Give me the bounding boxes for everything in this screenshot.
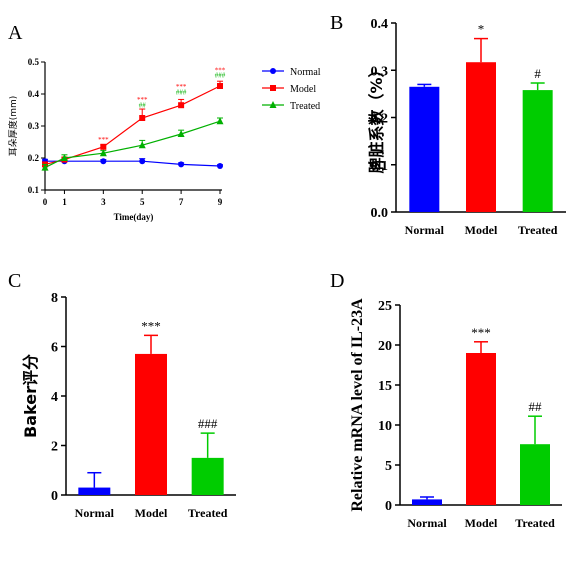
panel-b-bar-model (466, 62, 496, 212)
panel-d-y-tick-label: 15 (378, 379, 392, 394)
panel-c-x-tick-label: Model (135, 506, 168, 520)
panel-a-x-axis-label: Time(day) (114, 212, 154, 222)
panel-a-y-tick-label: 0.4 (28, 89, 40, 99)
panel-d-bar-treated (520, 444, 550, 505)
panel-b-y-tick-label: 0.2 (371, 112, 389, 127)
panel-a-point-treated (99, 149, 107, 157)
panel-a-point-model (100, 143, 107, 150)
panel-a-x-tick-label: 3 (101, 197, 106, 207)
panel-a-legend-marker-model (270, 85, 276, 91)
panel-a-legend-label-normal: Normal (290, 67, 321, 78)
panel-a-point-treated (60, 154, 68, 161)
panel-a-significance-label: ### (176, 89, 187, 97)
panel-d-bar-chart: 0 5 10 15 20 25 Relative mRNA level of IL-23A N… (349, 298, 562, 530)
panel-b-significance-label: # (534, 66, 541, 81)
panel-a-legend-label-model: Model (290, 84, 316, 95)
panel-c-y-axis-label: Baker评分 (21, 354, 40, 438)
panel-b-y-tick-label: 0.4 (371, 17, 389, 32)
panel-d-bar-normal (412, 499, 442, 505)
panel-a-point-normal (139, 158, 146, 165)
panel-a-significance-label: *** (176, 83, 187, 91)
panel-a-significance-label: ### (215, 71, 226, 79)
panel-c-bar-chart: 0 2 4 6 8 Baker评分 Normal Model *** Treated ### (21, 291, 236, 520)
panel-b-bar-treated (522, 90, 553, 212)
panel-a-point-model (217, 83, 223, 89)
panel-b-y-tick-label: 0.0 (371, 206, 389, 221)
panel-d-x-tick-label: Normal (407, 516, 447, 530)
panel-b-bar-normal (409, 86, 440, 212)
panel-c-y-tick-label: 2 (51, 440, 58, 455)
panel-d-letter: D (330, 270, 345, 292)
panel-b-x-tick-label: Normal (405, 223, 445, 237)
panel-a-line-normal (45, 160, 221, 167)
panel-a-point-treated (177, 130, 185, 137)
panel-a-y-axis-label: 耳朵厚度(mm) (7, 96, 19, 157)
panel-b-y-tick-label: 0.3 (371, 64, 389, 79)
panel-a-x-tick-label: 5 (140, 197, 145, 207)
panel-d-y-tick-label: 5 (385, 459, 392, 474)
panel-a-point-treated (216, 117, 224, 125)
panel-a-significance-label: ## (139, 101, 147, 109)
panel-d-bar-model (466, 353, 496, 505)
panel-b-x-tick-label: Model (465, 223, 498, 237)
panel-a-legend-marker-treated (269, 101, 277, 108)
panel-a-y-tick-label: 0.3 (28, 121, 40, 131)
panel-a-point-normal (217, 163, 223, 169)
panel-c-bar-normal (78, 487, 111, 495)
panel-a-point-normal (100, 158, 107, 165)
panel-c-bar-model (135, 353, 167, 495)
panel-d-significance-label: ## (529, 399, 543, 414)
panel-c-y-tick-label: 6 (51, 341, 58, 356)
panel-c-significance-label: *** (141, 318, 161, 333)
panel-c-x-tick-label: Treated (188, 506, 228, 520)
panel-a-point-model (139, 115, 146, 121)
panel-c-letter: C (8, 270, 22, 292)
panel-a-legend-label-treated: Treated (290, 101, 320, 112)
panel-a-point-model (178, 102, 185, 109)
panel-a-line-chart: 0.1 0.2 0.3 0.4 0.5 0 1 3 5 7 9 Time(day) 耳朵厚度(mm) No… (7, 57, 321, 222)
panel-a-point-treated (41, 163, 49, 171)
panel-d-x-tick-label: Treated (515, 516, 555, 530)
panel-d-y-tick-label: 10 (378, 419, 392, 434)
panel-b-significance-label: * (478, 22, 485, 37)
panel-b-letter: B (330, 12, 344, 34)
panel-d-y-tick-label: 25 (378, 299, 392, 314)
panel-d-x-tick-label: Model (465, 516, 498, 530)
panel-a-y-tick-label: 0.5 (28, 57, 40, 67)
panel-b-x-tick-label: Treated (518, 223, 558, 237)
panel-a-letter: A (8, 22, 23, 44)
panel-c-bar-treated (191, 457, 224, 495)
panel-c-y-tick-label: 4 (51, 390, 58, 405)
panel-d-y-tick-label: 0 (385, 499, 392, 514)
panel-a-x-tick-label: 7 (179, 197, 184, 207)
panel-a-y-tick-label: 0.1 (28, 185, 40, 195)
panel-b-y-tick-label: 0.1 (371, 159, 389, 174)
panel-a-line-model (44, 85, 221, 165)
panel-c-y-tick-label: 8 (51, 291, 58, 306)
panel-c-y-tick-label: 0 (51, 489, 58, 504)
panel-c-significance-label: ### (198, 416, 218, 431)
panel-d-y-tick-label: 20 (378, 339, 392, 354)
panel-a-line-treated (44, 120, 221, 169)
panel-a-point-treated (138, 141, 146, 149)
panel-a-legend-marker-normal (270, 68, 276, 74)
panel-a-significance-label: *** (137, 96, 148, 104)
panel-a-significance-label: *** (215, 67, 226, 75)
panel-a-x-tick-label: 0 (43, 197, 48, 207)
panel-b-y-axis-label: 脾脏系数（%） (367, 61, 386, 173)
panel-b-bar-chart: 0.0 0.1 0.2 0.3 0.4 脾脏系数（%） Normal Model * Treate… (367, 17, 566, 237)
panel-d-y-axis-label: Relative mRNA level of IL-23A (349, 298, 366, 512)
panel-d-significance-label: *** (471, 325, 491, 340)
panel-c-x-tick-label: Normal (75, 506, 115, 520)
panel-a-significance-label: *** (98, 136, 109, 144)
panel-a-point-normal (178, 161, 185, 168)
panel-a-x-tick-label: 9 (218, 197, 223, 207)
panel-a-y-tick-label: 0.2 (28, 153, 40, 163)
panel-a-x-tick-label: 1 (62, 197, 67, 207)
